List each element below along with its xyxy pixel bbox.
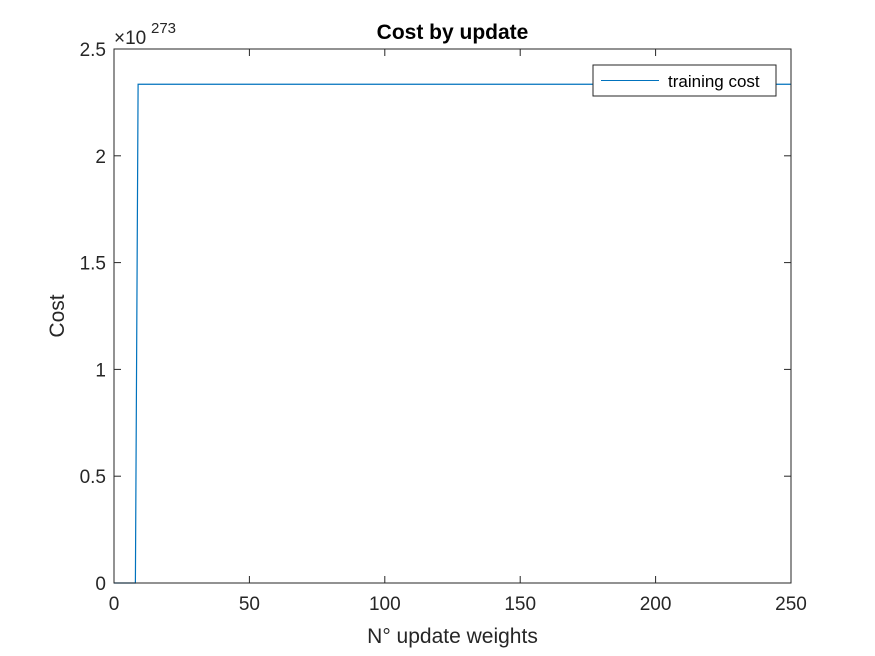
x-tick-label: 250 (775, 594, 807, 615)
chart-title: Cost by update (377, 21, 529, 44)
y-tick-label: 0 (95, 574, 106, 595)
y-tick-label: 1.5 (80, 254, 106, 275)
legend: training cost (592, 64, 777, 97)
x-tick-label: 150 (504, 594, 536, 615)
y-tick-label: 2.5 (80, 40, 106, 61)
x-tick-label: 50 (239, 594, 260, 615)
y-tick-label: 2 (95, 147, 106, 168)
axes-box (113, 48, 792, 584)
x-tick-label: 0 (109, 594, 120, 615)
legend-label: training cost (668, 72, 760, 91)
y-tick-label: 1 (95, 360, 106, 381)
y-exponent-base: ×10 (114, 28, 146, 49)
y-exponent-power: 273 (151, 20, 176, 37)
x-tick-label: 200 (640, 594, 672, 615)
x-tick-label: 100 (369, 594, 401, 615)
y-tick-label: 0.5 (80, 467, 106, 488)
tick-labels-layer: 0 50 100 150 200 250 0 0.5 1 1.5 2 2.5 (80, 40, 807, 615)
y-axis-label: Cost (46, 294, 69, 337)
legend-box (592, 64, 777, 97)
x-axis-label: N° update weights (367, 625, 538, 648)
plot-area (114, 49, 791, 583)
